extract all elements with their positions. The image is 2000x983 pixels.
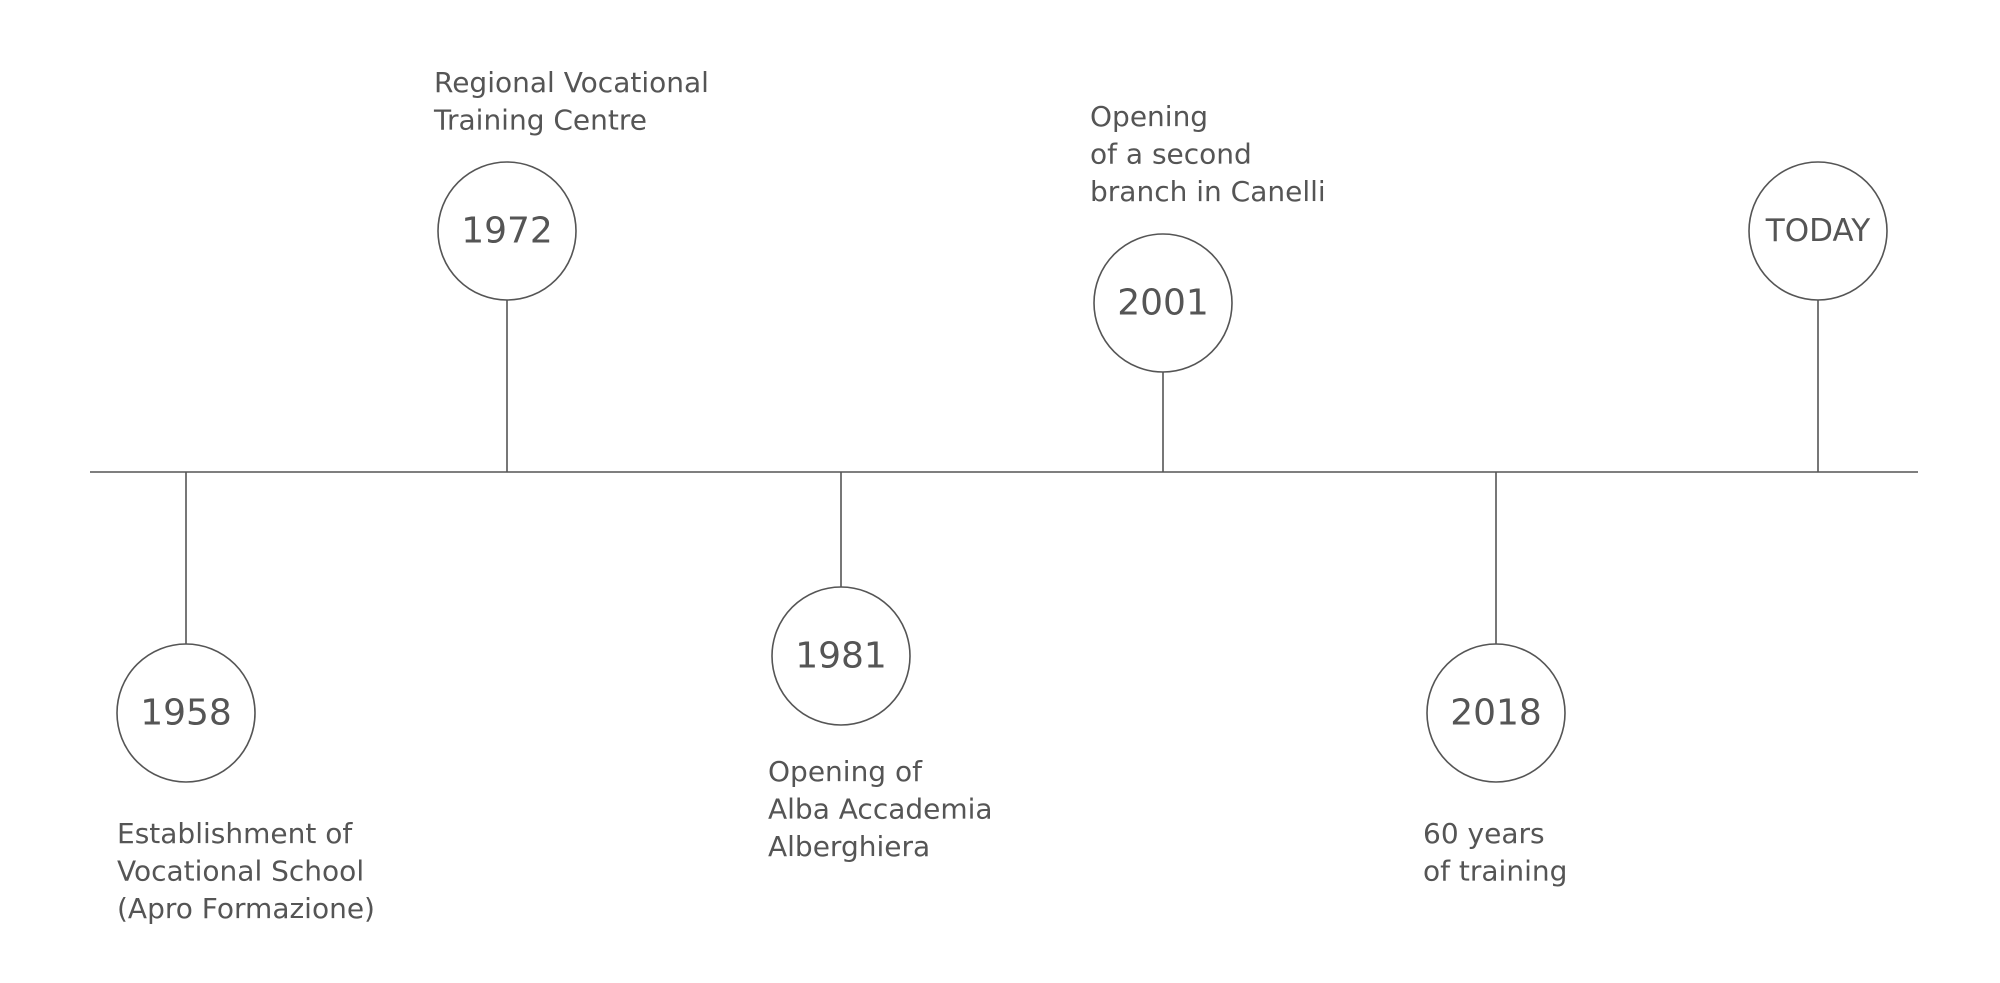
milestone-1981: 1981 Opening of Alba Accademia Alberghiera xyxy=(768,472,993,863)
milestone-description-line: Regional Vocational xyxy=(434,66,709,99)
milestone-1972: 1972 Regional Vocational Training Centre xyxy=(433,66,709,472)
milestone-description-line: Opening of xyxy=(768,755,923,788)
timeline-events: 1958 Establishment of Vocational School (Ap… xyxy=(116,66,1888,925)
milestone-description-line: branch in Canelli xyxy=(1090,175,1326,208)
milestone-description-line: of training xyxy=(1423,855,1567,888)
milestone-description-line: Alba Accademia xyxy=(768,793,993,826)
milestone-circle xyxy=(1093,233,1233,373)
milestone-today: TODAY xyxy=(1748,161,1888,472)
milestone-description: Regional Vocational Training Centre xyxy=(433,66,709,137)
milestone-description-line: Training Centre xyxy=(433,104,647,137)
milestone-year-label: 1958 xyxy=(140,693,232,734)
milestone-description-line: Establishment of xyxy=(117,817,353,850)
milestone-2001: 2001 Opening of a second branch in Canelli xyxy=(1090,100,1326,472)
milestone-1958: 1958 Establishment of Vocational School (Ap… xyxy=(116,472,375,925)
milestone-2018: 2018 60 years of training xyxy=(1423,472,1567,888)
milestone-year-label: TODAY xyxy=(1765,213,1870,249)
milestone-circle xyxy=(1748,161,1888,301)
milestone-circle xyxy=(437,161,577,301)
milestone-circle xyxy=(116,643,256,783)
milestone-year-label: 2001 xyxy=(1117,283,1209,324)
milestone-circle xyxy=(771,586,911,726)
milestone-description-line: Alberghiera xyxy=(768,830,930,863)
milestone-description-line: Vocational School xyxy=(117,855,364,888)
milestone-circle xyxy=(1426,643,1566,783)
milestone-description-line: 60 years xyxy=(1423,817,1545,850)
milestone-year-label: 2018 xyxy=(1450,693,1542,734)
milestone-description: Opening of a second branch in Canelli xyxy=(1090,100,1326,208)
milestone-description-line: of a second xyxy=(1090,138,1252,171)
milestone-description-line: (Apro Formazione) xyxy=(117,892,375,925)
milestone-description: Establishment of Vocational School (Apro F… xyxy=(117,817,375,925)
milestone-description-line: Opening xyxy=(1090,100,1208,133)
milestone-year-label: 1981 xyxy=(795,636,887,677)
milestone-description: 60 years of training xyxy=(1423,817,1567,888)
milestone-year-label: 1972 xyxy=(461,211,553,252)
milestone-description: Opening of Alba Accademia Alberghiera xyxy=(768,755,993,863)
